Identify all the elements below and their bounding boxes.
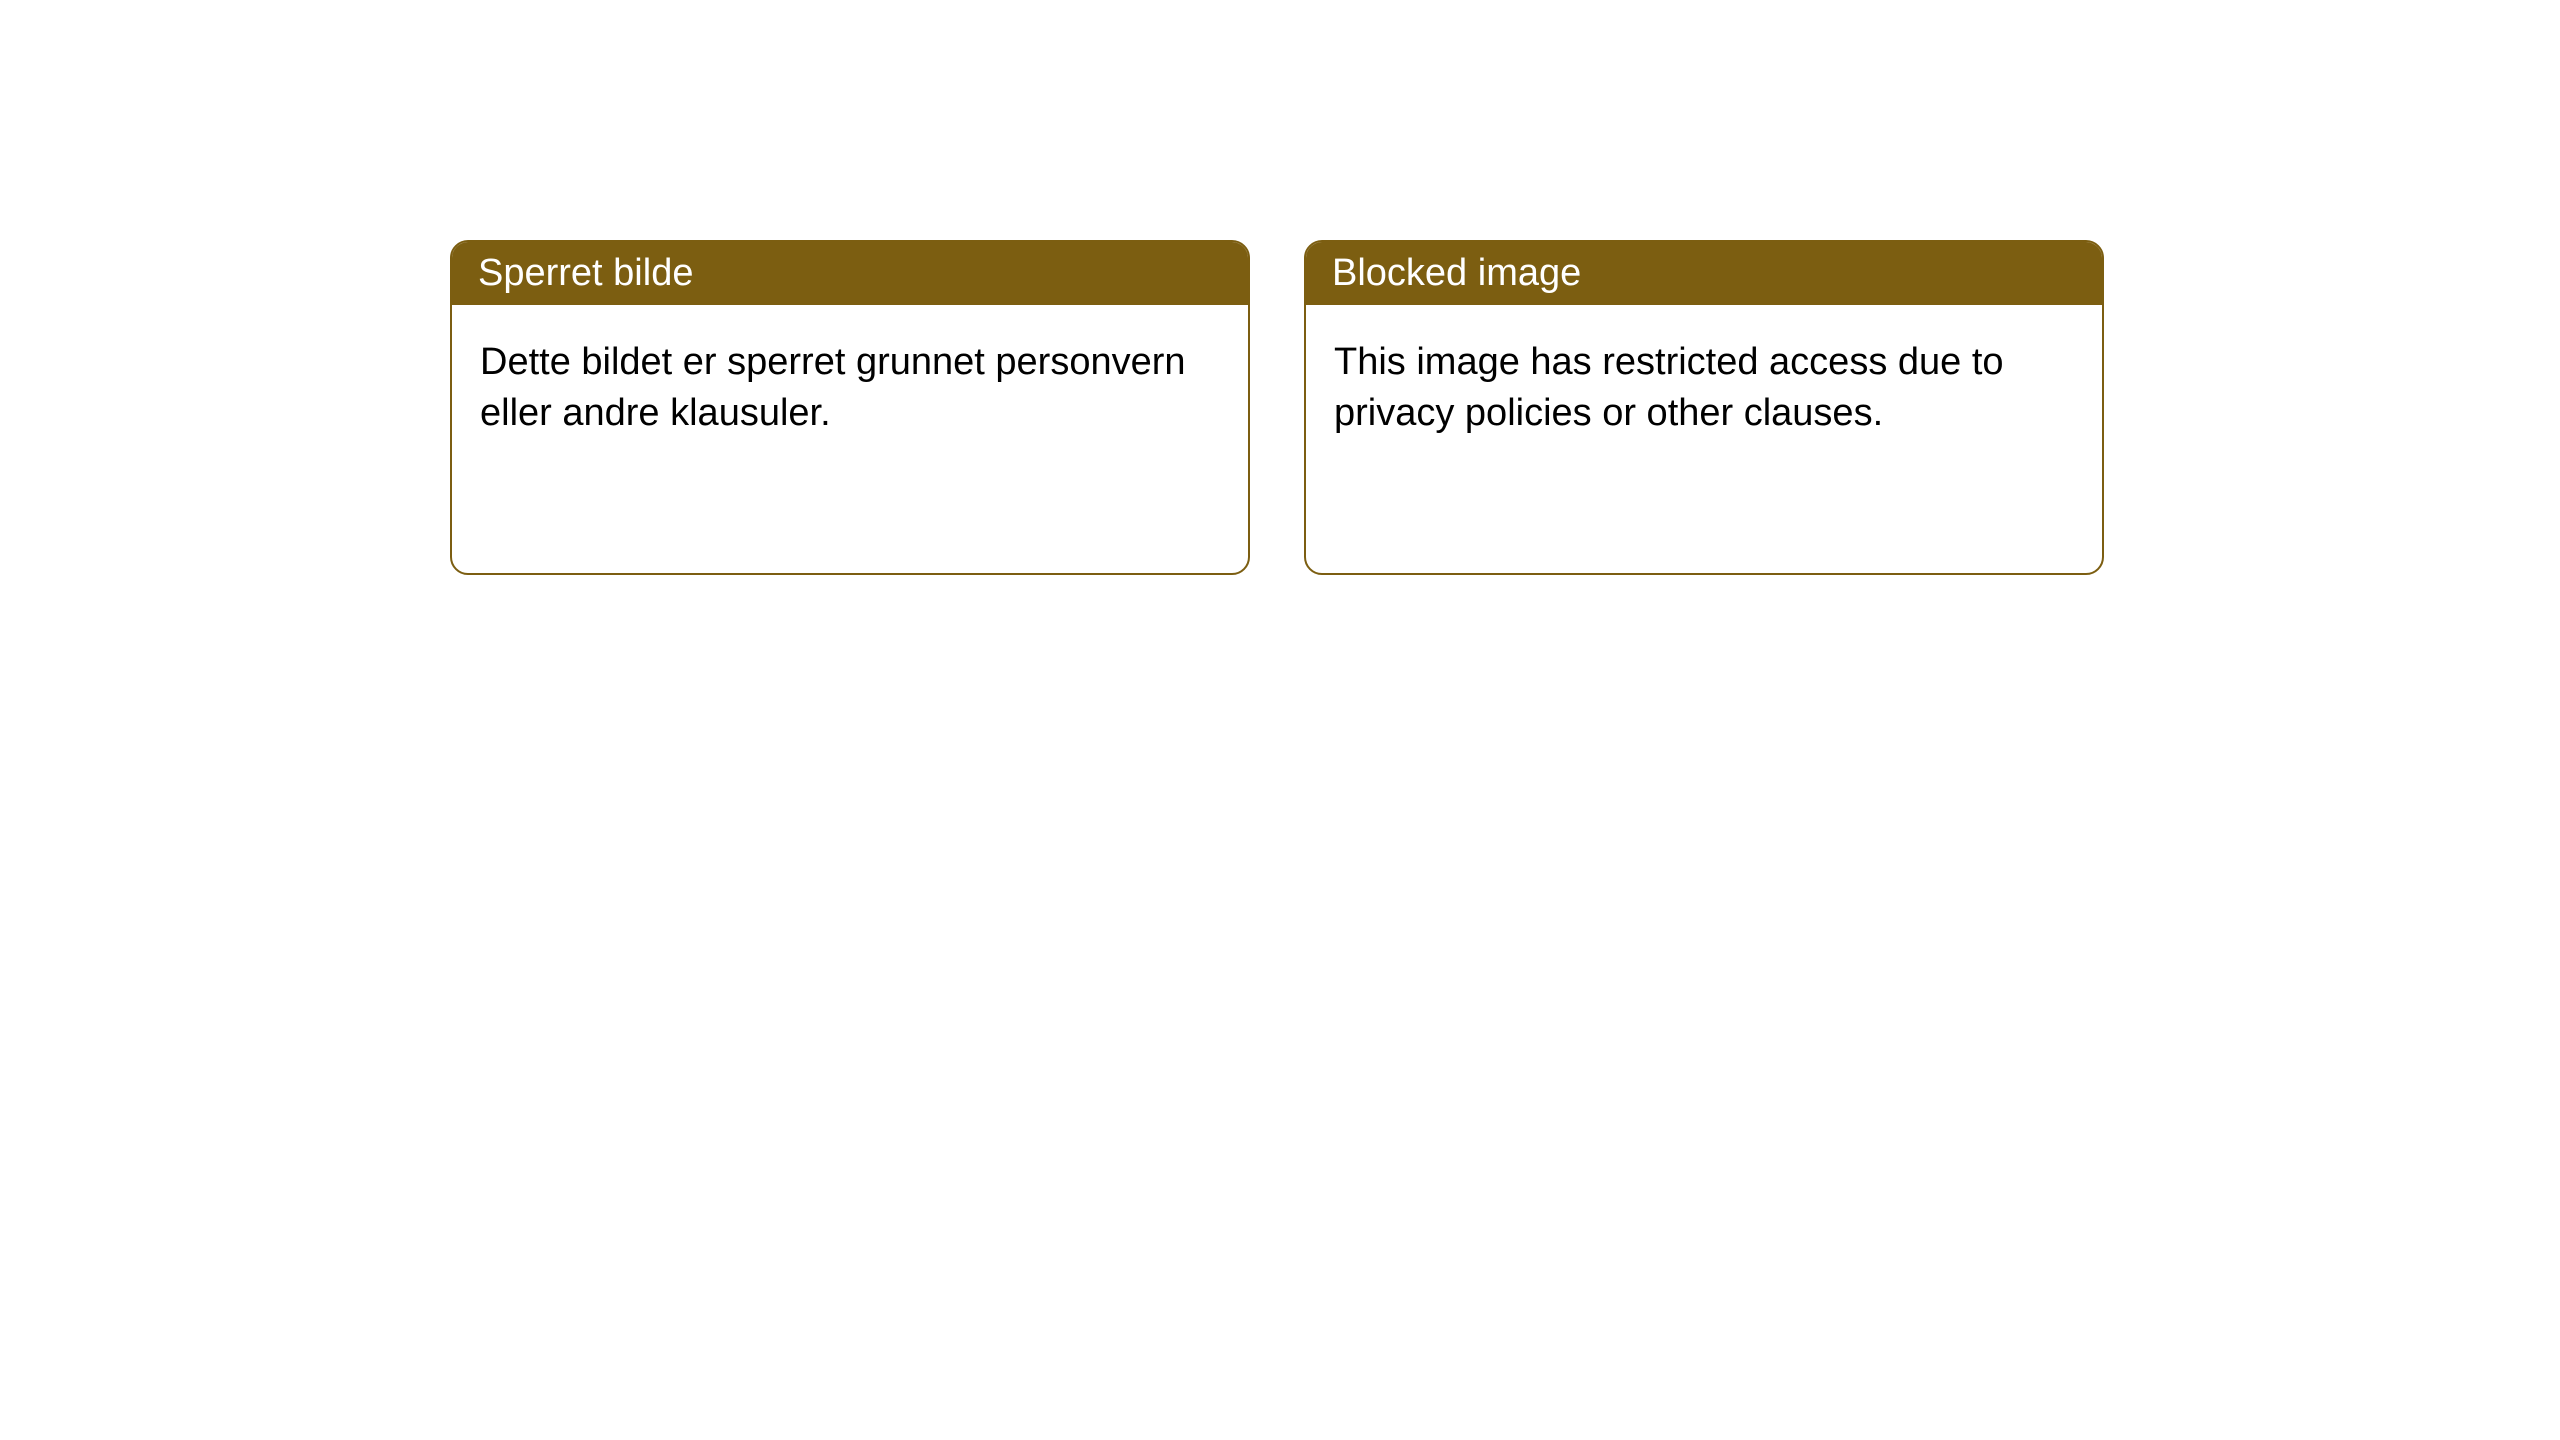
card-header: Blocked image: [1306, 242, 2102, 305]
card-header: Sperret bilde: [452, 242, 1248, 305]
card-title: Blocked image: [1332, 252, 1581, 294]
card-body-text: Dette bildet er sperret grunnet personve…: [480, 341, 1186, 434]
card-body-text: This image has restricted access due to …: [1334, 341, 2004, 434]
card-body: This image has restricted access due to …: [1306, 305, 2102, 472]
card-body: Dette bildet er sperret grunnet personve…: [452, 305, 1248, 472]
notice-cards-container: Sperret bilde Dette bildet er sperret gr…: [0, 0, 2560, 575]
notice-card-english: Blocked image This image has restricted …: [1304, 240, 2104, 575]
card-title: Sperret bilde: [478, 252, 693, 294]
notice-card-norwegian: Sperret bilde Dette bildet er sperret gr…: [450, 240, 1250, 575]
